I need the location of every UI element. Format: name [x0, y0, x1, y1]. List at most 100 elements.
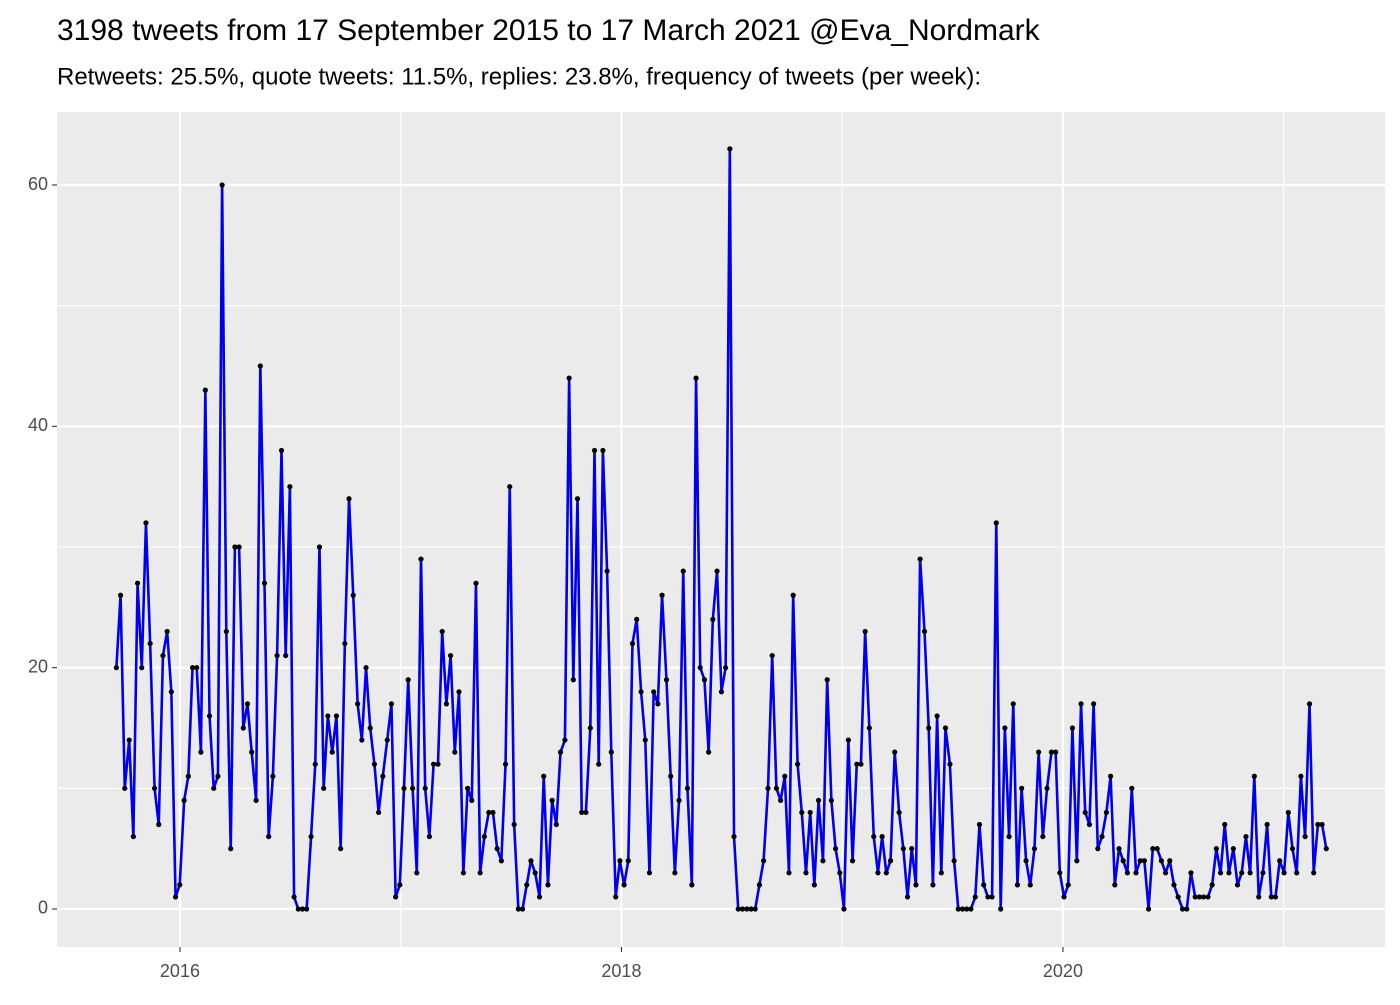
point: [1036, 749, 1042, 755]
point: [1103, 809, 1110, 816]
point: [410, 785, 416, 791]
point: [579, 809, 585, 816]
chart-subtitle: Retweets: 25.5%, quote tweets: 11.5%, re…: [57, 63, 981, 90]
point: [968, 906, 974, 912]
point: [951, 858, 957, 864]
point: [634, 616, 640, 622]
point: [892, 749, 898, 755]
point: [1256, 894, 1262, 900]
point: [1099, 833, 1105, 840]
point: [519, 906, 526, 912]
point: [355, 701, 361, 707]
point: [1281, 870, 1287, 876]
point: [393, 894, 399, 900]
point: [130, 833, 136, 840]
point: [1031, 846, 1038, 852]
point: [718, 689, 725, 695]
point: [744, 906, 750, 912]
point: [1074, 858, 1080, 864]
point: [672, 870, 678, 876]
point: [1264, 821, 1270, 828]
y-tick-label: 20: [28, 656, 48, 676]
point: [202, 387, 208, 393]
point: [938, 870, 944, 876]
point: [545, 882, 551, 888]
point: [198, 749, 204, 755]
point: [871, 833, 877, 840]
point: [909, 846, 915, 852]
point: [926, 725, 932, 731]
point: [1209, 882, 1215, 888]
point: [955, 906, 961, 912]
point: [312, 761, 318, 767]
point: [1277, 858, 1283, 864]
point: [219, 182, 225, 188]
point: [617, 858, 623, 864]
point: [189, 665, 196, 671]
point: [1298, 773, 1304, 779]
point: [1086, 821, 1093, 828]
point: [439, 628, 445, 635]
point: [1289, 846, 1296, 852]
point: [989, 894, 995, 900]
point: [490, 809, 496, 816]
point: [896, 809, 902, 816]
point: [1196, 894, 1202, 900]
point: [583, 809, 589, 816]
point: [1294, 870, 1300, 876]
point: [359, 737, 365, 743]
point: [735, 906, 741, 912]
point: [1230, 846, 1236, 852]
point: [727, 146, 733, 152]
point: [811, 882, 817, 888]
point: [1268, 894, 1274, 900]
point: [405, 677, 411, 683]
point: [799, 809, 805, 816]
point: [1323, 846, 1329, 852]
point: [240, 725, 246, 731]
point: [473, 580, 479, 586]
point: [1069, 725, 1076, 731]
point: [532, 870, 538, 876]
point: [642, 737, 648, 743]
point: [782, 773, 788, 779]
point: [1040, 833, 1046, 840]
point: [515, 906, 521, 912]
point: [739, 906, 746, 912]
point: [414, 870, 420, 876]
point: [714, 568, 720, 574]
point: [507, 484, 513, 490]
point: [773, 785, 780, 791]
point: [1091, 701, 1097, 707]
point: [1234, 882, 1241, 888]
point: [143, 520, 149, 526]
point: [887, 858, 894, 864]
point: [1023, 858, 1029, 864]
point: [464, 785, 471, 791]
point: [591, 447, 598, 454]
point: [553, 821, 559, 828]
point: [820, 858, 826, 864]
point: [765, 785, 771, 791]
point: [147, 640, 153, 647]
point: [625, 858, 631, 864]
point: [1302, 833, 1308, 840]
point: [824, 677, 830, 683]
point: [828, 797, 834, 803]
point: [837, 870, 843, 876]
point: [934, 713, 940, 719]
point: [1116, 846, 1122, 852]
point: [126, 737, 132, 743]
point: [1319, 821, 1325, 828]
point: [638, 689, 644, 695]
point: [1112, 882, 1118, 888]
point: [113, 665, 119, 671]
point: [1200, 894, 1207, 900]
point: [388, 701, 395, 707]
point: [469, 797, 475, 803]
point: [1137, 858, 1143, 864]
point: [456, 689, 462, 695]
point: [1171, 882, 1177, 888]
point: [879, 833, 885, 840]
point: [295, 906, 301, 912]
